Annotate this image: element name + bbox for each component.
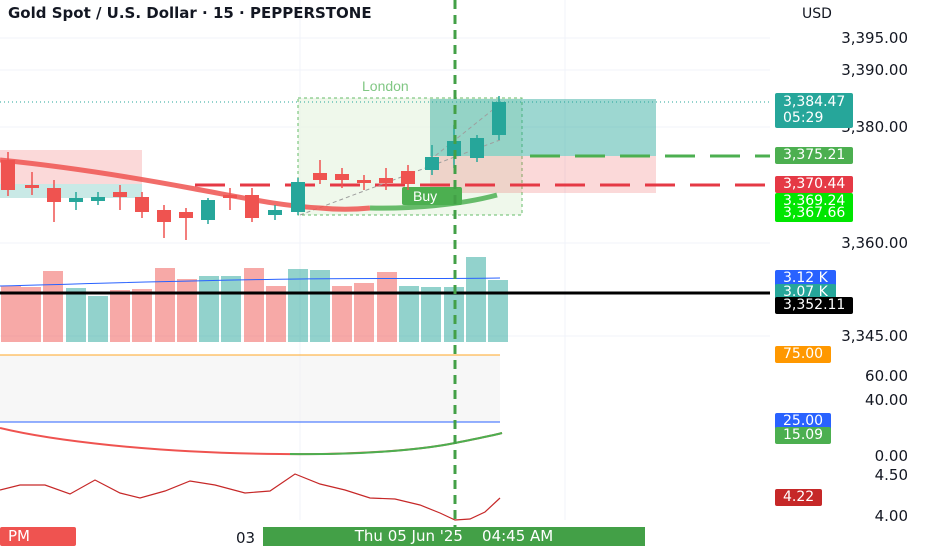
indicator-curve-green [289,432,503,456]
candle-body[interactable] [91,197,105,201]
candle-body[interactable] [291,182,305,212]
volume-bar [155,268,175,342]
candle-body[interactable] [245,195,259,218]
candle-body[interactable] [113,192,127,197]
cursor-time-badge: Thu 05 Jun '25 04:45 AM [263,527,645,546]
session-badge: PM [0,527,76,546]
volume-bar [177,279,197,342]
hline-price-badge: 3,352.11 [775,297,854,314]
candle-body[interactable] [179,212,193,218]
countdown-value: 05:29 [783,110,824,126]
volume-bar [110,290,130,342]
candle-body[interactable] [157,210,171,222]
buy-signal[interactable] [402,187,462,205]
volume-bar [132,289,152,342]
oscillator-value-badge: 4.22 [775,489,823,506]
candle-body[interactable] [379,178,393,183]
volume-bar [43,271,63,342]
moving-average-red [0,157,371,212]
volume-bar [310,270,330,342]
entry-dashed-line [299,139,501,216]
price-axis[interactable]: USD 3,395.00 3,390.00 3,380.00 3,360.00 … [770,0,932,550]
candles[interactable] [1,96,506,240]
candle-body[interactable] [69,198,83,202]
volume-bar [332,286,352,342]
volume-bar [88,296,108,342]
session-label: London [362,78,409,94]
tick-label: 3,395.00 [841,29,908,47]
tick-label: 3,345.00 [841,327,908,345]
candle-body[interactable] [135,197,149,212]
oscillator-line [0,473,501,521]
date-prefix: 03 [236,529,256,547]
buy-label: Buy [413,188,437,204]
indicator-curve [0,427,503,456]
indicator-tick: 60.00 [865,367,908,385]
volume-bar [66,288,86,342]
tick-label: 3,390.00 [841,61,908,79]
level-b-badge: 3,367.66 [775,205,854,222]
position-profit-zone[interactable] [430,99,656,156]
volume-bar [444,287,464,342]
candle-body[interactable] [492,102,506,135]
candle-body[interactable] [447,141,461,156]
volume-bar [199,276,219,342]
symbol-title: Gold Spot / U.S. Dollar · 15 · PEPPERSTO… [8,4,372,22]
indicator-tick: 40.00 [865,391,908,409]
candle-body[interactable] [357,180,371,183]
chart-svg[interactable]: London Buy [0,0,770,550]
indicator-tick: 4.50 [874,466,908,484]
currency-label: USD [802,6,832,22]
last-price-value: 3,384.47 [783,94,846,110]
last-price-badge: 3,384.47 05:29 [775,93,854,128]
volume-bar [21,287,41,342]
volume-bar [399,286,419,342]
volume-b-badge: 3.07 K [775,284,836,301]
candle-body[interactable] [1,160,15,190]
indicator-tick: 0.00 [874,447,908,465]
rsi-upper-badge: 75.00 [775,346,832,363]
tick-label: 3,380.00 [841,118,908,136]
volume-bar [244,268,264,342]
tick-label: 3,360.00 [841,234,908,252]
position-loss-zone[interactable] [430,156,656,193]
candle-body[interactable] [425,157,439,170]
candle-body[interactable] [47,188,61,202]
volume-bars[interactable] [1,257,508,342]
volume-bar [288,269,308,342]
volume-bar [221,276,241,342]
stop-loss-badge: 3,370.44 [775,176,854,193]
volume-bar [354,283,374,342]
volume-bar [421,287,441,342]
indicator-value-badge: 15.09 [775,427,832,444]
take-profit-badge: 3,375.21 [775,147,854,164]
volume-bar [1,286,21,342]
chart-canvas[interactable]: London Buy [0,0,770,550]
volume-bar [266,286,286,342]
volume-bar [377,272,397,342]
candle-body[interactable] [268,210,282,215]
volume-bar [466,257,486,342]
buy-curve [369,192,498,211]
volume-bar [488,280,508,342]
rsi-band [0,355,500,422]
volume-a-badge: 3.12 K [775,270,836,287]
rsi-lower-badge: 25.00 [775,413,832,430]
candle-body[interactable] [223,195,237,198]
volume-ma-line [0,277,501,287]
candle-body[interactable] [335,174,349,180]
candle-body[interactable] [25,185,39,188]
candle-body[interactable] [201,200,215,220]
candle-body[interactable] [470,138,484,158]
candle-body[interactable] [313,173,327,180]
indicator-tick: 4.00 [874,507,908,525]
candle-body[interactable] [401,171,415,184]
